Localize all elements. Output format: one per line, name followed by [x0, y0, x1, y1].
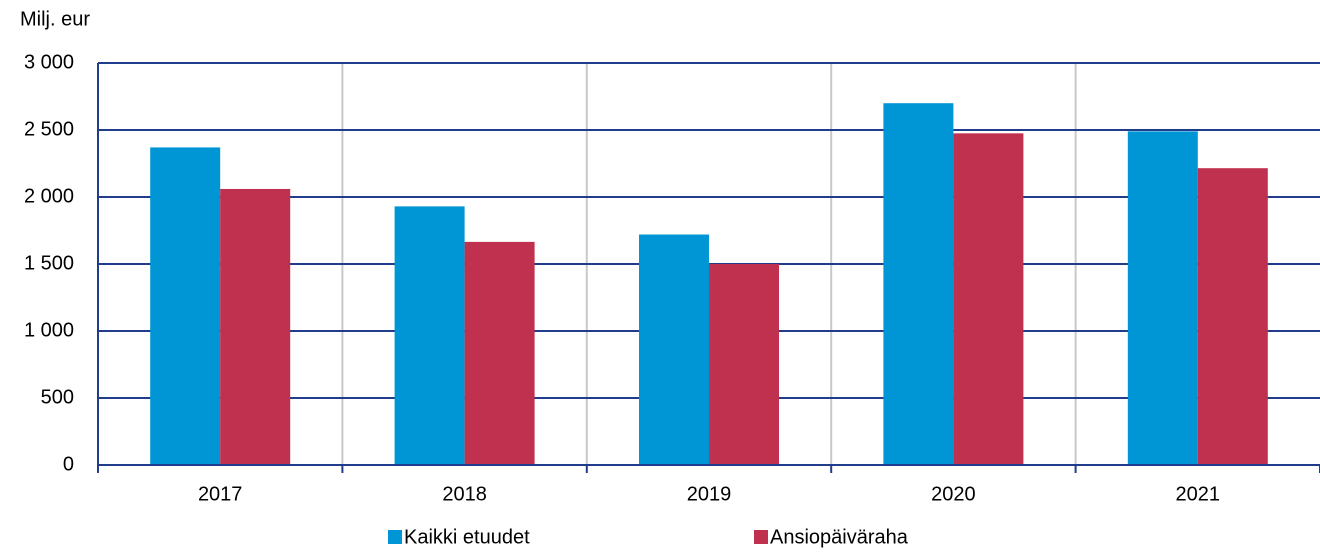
bar [883, 103, 954, 465]
bar [639, 234, 709, 465]
y-tick-label: 0 [63, 453, 74, 475]
y-tick-label: 1 000 [24, 319, 74, 341]
legend-label: Ansiopäiväraha [770, 526, 909, 548]
bar [394, 206, 465, 465]
x-tick-label: 2021 [1176, 483, 1221, 505]
bar [1127, 131, 1198, 465]
bar [220, 188, 291, 465]
y-axis-label: Milj. eur [20, 8, 90, 30]
legend-swatch [754, 530, 768, 544]
x-tick-label: 2018 [442, 483, 487, 505]
bar [953, 133, 1024, 465]
y-tick-label: 500 [41, 386, 74, 408]
legend-swatch [388, 530, 402, 544]
bar [709, 264, 779, 465]
bar [464, 241, 535, 465]
y-tick-label: 1 500 [24, 252, 74, 274]
y-tick-label: 2 500 [24, 118, 74, 140]
x-tick-label: 2020 [931, 483, 976, 505]
legend-label: Kaikki etuudet [404, 526, 530, 548]
bar [1197, 168, 1268, 465]
x-tick-label: 2019 [687, 483, 732, 505]
y-tick-label: 3 000 [24, 51, 74, 73]
bar [150, 147, 221, 466]
y-tick-label: 2 000 [24, 185, 74, 207]
x-tick-label: 2017 [198, 483, 243, 505]
